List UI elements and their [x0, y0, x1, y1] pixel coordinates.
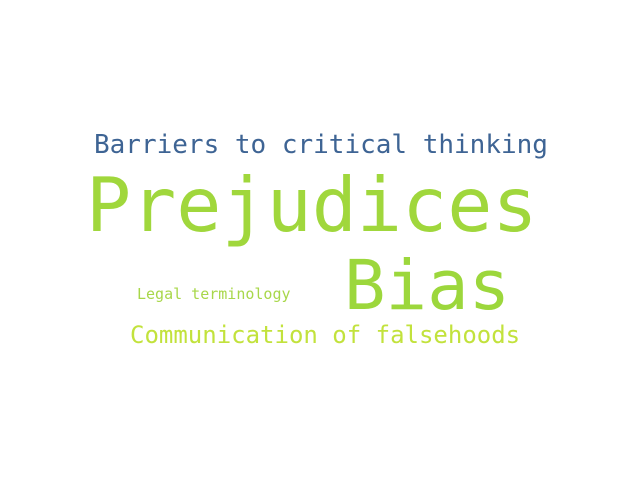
word-legal-terminology: Legal terminology: [137, 285, 291, 303]
word-prejudices: Prejudices: [86, 161, 538, 249]
word-communication-of-falsehoods: Communication of falsehoods: [130, 321, 521, 349]
word-bias: Bias: [344, 246, 511, 326]
word-barriers-to-critical-thinking: Barriers to critical thinking: [94, 130, 548, 160]
